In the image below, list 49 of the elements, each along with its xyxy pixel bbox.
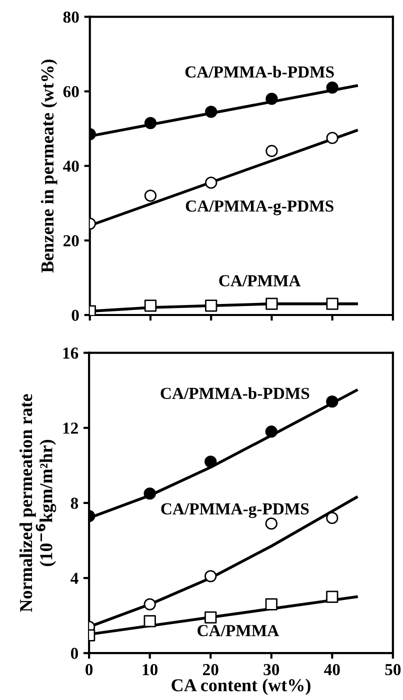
y-tick-label: 4 [70,572,78,584]
point [144,487,156,500]
annotation: CA/PMMA [219,275,301,286]
y-axis-title: Normalized permeation rate (10$^{−6}$kgm/m²hr) [19,394,56,612]
x-tick-label: 20 [202,664,218,676]
point [144,598,156,610]
point [326,132,338,144]
point [326,298,338,310]
y-tick-label: 60 [63,86,79,98]
point [265,518,278,530]
point [204,611,217,624]
annotation: CA/PMMA [198,625,280,636]
point [326,512,338,524]
y-tick-label: 8 [70,498,78,509]
point [265,426,278,438]
point [144,116,157,130]
point [204,456,217,468]
point [326,590,338,603]
annotation: CA/PMMA-g-PDMS [161,503,309,518]
point [144,300,157,312]
point [205,176,218,189]
point [266,92,278,105]
y-tick-label: 0 [70,648,78,660]
point [265,598,278,610]
point [144,190,157,202]
y-tick-label: 12 [63,422,78,434]
y-tick-label: 80 [63,12,79,23]
annotation: CA/PMMA-b-PDMS [160,387,310,400]
x-axis-title: CA content (wt%) [172,678,310,696]
annotation: CA/PMMA-g-PDMS [186,200,334,216]
annotation: CA/PMMA-b-PDMS [185,66,334,78]
x-tick-label: 50 [385,664,401,676]
y-tick-label: 16 [63,348,78,359]
point [144,615,156,628]
y-tick-label: 40 [63,160,79,172]
point [205,300,218,312]
x-tick-label: 40 [324,664,340,676]
point [326,82,338,94]
x-tick-label: 10 [142,664,158,676]
point [204,570,217,582]
y-tick-label: 20 [63,235,79,246]
point [266,144,278,158]
x-tick-label: 30 [264,664,280,676]
x-tick-label: 0 [86,664,93,676]
point [326,396,338,408]
y-tick-label: 0 [72,310,79,321]
point [205,106,218,118]
point [266,298,278,310]
y-axis-title: Benzene in permeate (wt%) [40,60,58,273]
